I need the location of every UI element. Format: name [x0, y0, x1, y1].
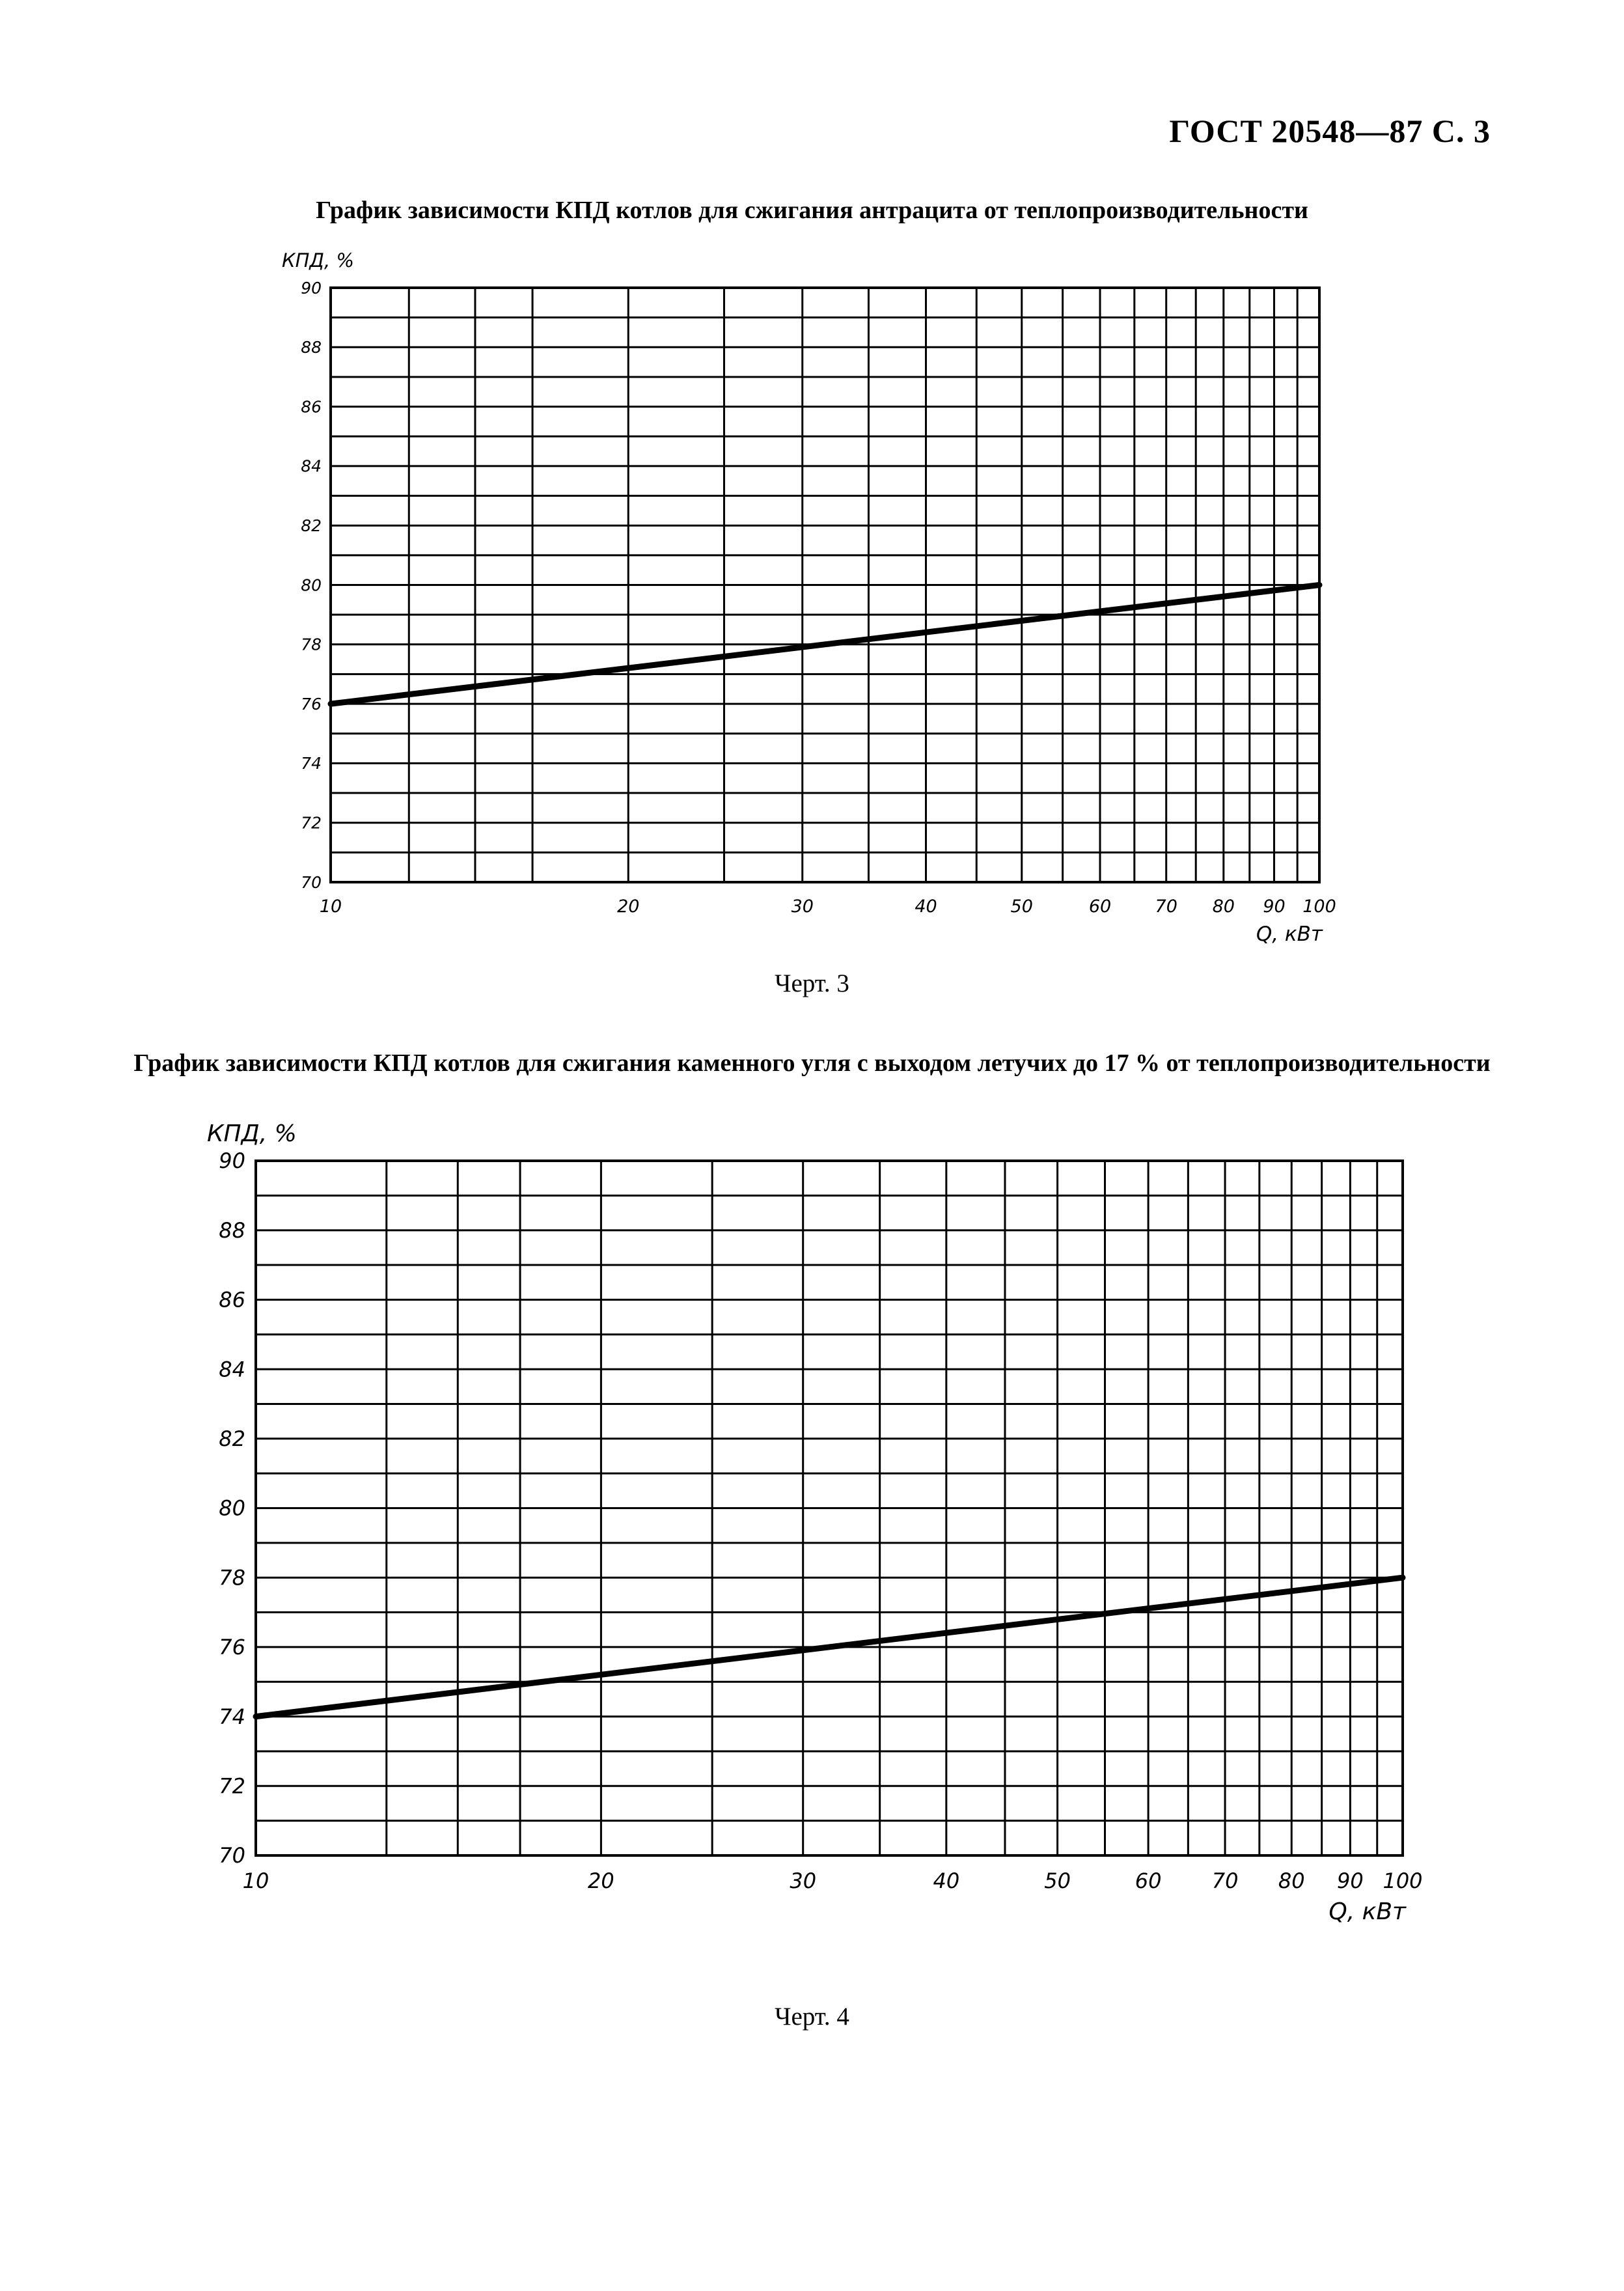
x-axis-label: Q, кВт	[1328, 1898, 1407, 1925]
x-tick-label: 20	[588, 1868, 614, 1893]
y-tick-label: 90	[301, 279, 322, 298]
x-tick-label: 80	[1278, 1868, 1305, 1893]
y-tick-label: 86	[219, 1288, 245, 1312]
x-tick-label: 50	[1011, 896, 1033, 917]
chart-1-caption: Черт. 3	[775, 969, 849, 997]
x-tick-label: 10	[243, 1868, 269, 1893]
y-tick-label: 72	[219, 1774, 245, 1799]
x-tick-label: 100	[1383, 1868, 1422, 1893]
x-axis-label: Q, кВт	[1256, 923, 1323, 946]
y-tick-label: 72	[301, 813, 322, 832]
y-tick-label: 78	[301, 635, 322, 654]
x-tick-label: 70	[1155, 896, 1177, 917]
y-tick-label: 70	[301, 873, 322, 892]
efficiency-line	[327, 582, 1323, 707]
x-tick-label: 10	[320, 896, 342, 917]
y-tick-label: 84	[219, 1357, 245, 1382]
x-tick-label: 30	[791, 896, 814, 917]
document-reference: ГОСТ 20548—87 С. 3	[1169, 113, 1491, 149]
y-tick-label: 70	[219, 1843, 245, 1868]
efficiency-line	[253, 1574, 1406, 1720]
x-tick-label: 90	[1337, 1868, 1364, 1893]
x-tick-label: 60	[1135, 1868, 1162, 1893]
x-tick-label: 50	[1044, 1868, 1071, 1893]
x-tick-label: 20	[617, 896, 639, 917]
y-tick-label: 74	[219, 1704, 245, 1729]
chart-1-title: График зависимости КПД котлов для сжиган…	[316, 197, 1308, 224]
x-tick-label: 40	[933, 1868, 959, 1893]
y-tick-label: 84	[301, 457, 322, 476]
x-tick-label: 100	[1302, 896, 1336, 917]
y-tick-label: 88	[301, 338, 322, 357]
y-tick-label: 80	[301, 576, 322, 594]
chart-2-title: График зависимости КПД котлов для сжиган…	[133, 1049, 1491, 1077]
chart-1: 90 88 86 84 82 80 78 76 74 72 70 10 20 30 40 50 60 70 80 90…	[282, 249, 1336, 946]
y-tick-label: 82	[219, 1426, 245, 1451]
y-tick-label: 90	[219, 1148, 245, 1173]
x-tick-label: 70	[1212, 1868, 1239, 1893]
chart-2-caption: Черт. 4	[775, 2003, 849, 2031]
y-tick-label: 76	[219, 1635, 245, 1659]
y-tick-label: 82	[301, 516, 322, 535]
y-tick-label: 86	[301, 397, 322, 416]
x-tick-label: 30	[790, 1868, 816, 1893]
y-tick-label: 88	[219, 1218, 245, 1243]
x-tick-label: 80	[1213, 896, 1235, 917]
y-axis-label: КПД, %	[282, 249, 354, 271]
y-tick-label: 76	[301, 695, 322, 714]
y-tick-label: 80	[219, 1496, 245, 1521]
y-axis-label: КПД, %	[207, 1120, 297, 1147]
plot-frame	[255, 1159, 1404, 1857]
x-tick-label: 90	[1263, 896, 1285, 917]
y-tick-label: 78	[219, 1565, 245, 1590]
x-tick-label: 60	[1089, 896, 1111, 917]
x-tick-label: 40	[915, 896, 937, 917]
y-tick-label: 74	[301, 754, 322, 773]
